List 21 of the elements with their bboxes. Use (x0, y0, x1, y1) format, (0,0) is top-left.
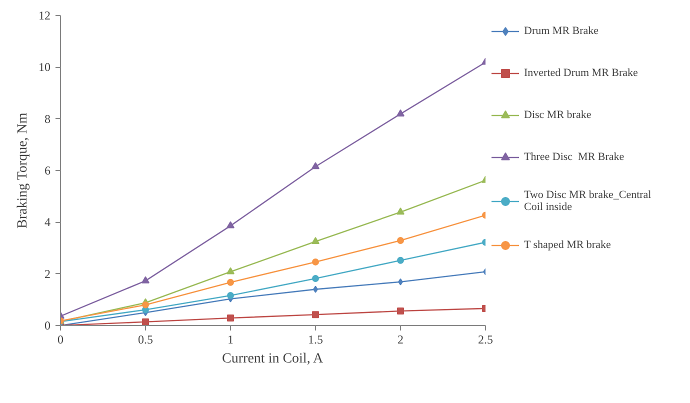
x-tick-label: 0.5 (138, 332, 153, 346)
x-axis-title: Current in Coil, A (222, 352, 324, 366)
y-tick-label: 6 (44, 164, 50, 178)
legend-label: Disc MR brake (524, 109, 592, 121)
x-tick-label: 2 (398, 332, 404, 346)
x-tick-label: 0 (58, 332, 64, 346)
y-tick-label: 12 (38, 8, 50, 22)
y-tick-label: 2 (44, 266, 50, 281)
y-tick-label: 0 (44, 318, 50, 332)
x-tick-label: 1.5 (308, 332, 323, 346)
legend-label: Inverted Drum MR Brake (524, 67, 638, 79)
legend-label: T shaped MR brake (524, 239, 611, 251)
legend-label: Drum MR Brake (524, 25, 599, 37)
y-axis-title: Braking Torque, Nm (16, 112, 30, 229)
legend-label: Three Disc MR Brake (524, 151, 624, 163)
x-tick-label: 2.5 (478, 332, 493, 346)
x-tick-label: 1 (228, 332, 234, 346)
y-tick-label: 4 (44, 215, 50, 230)
y-tick-label: 10 (38, 60, 50, 74)
y-tick-label: 8 (44, 112, 50, 126)
legend-label: Two Disc MR brake_Central Coil inside (524, 189, 652, 213)
